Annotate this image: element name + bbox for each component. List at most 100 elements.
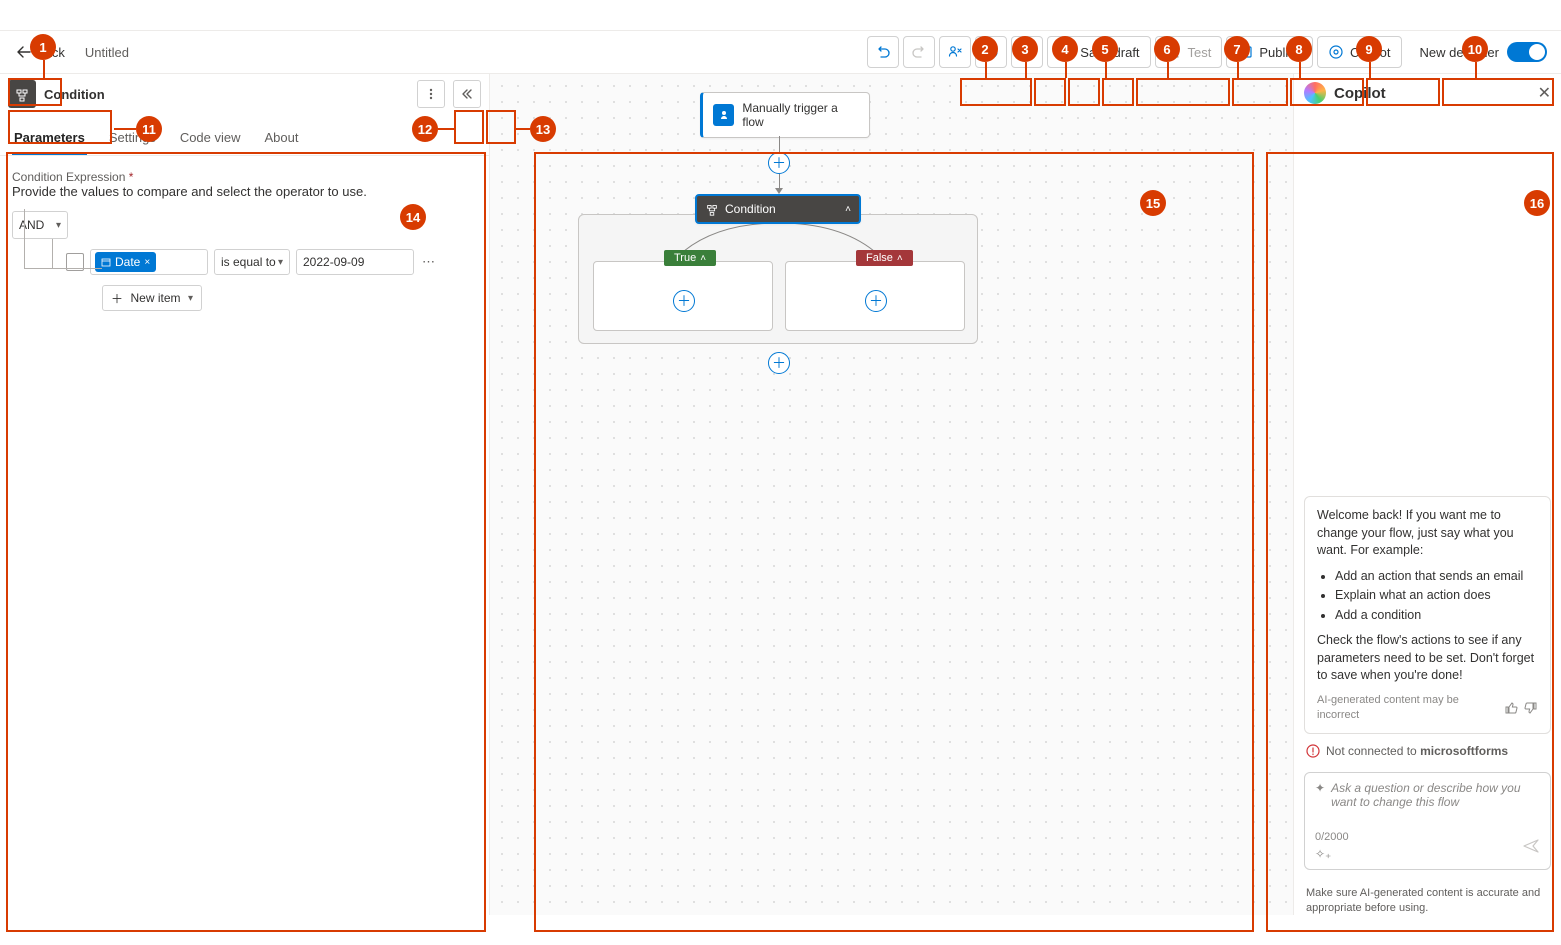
flow-title[interactable]: Untitled	[85, 45, 129, 60]
chevron-double-left-icon	[460, 87, 474, 101]
redo-icon	[911, 44, 927, 60]
back-arrow-icon	[16, 44, 32, 60]
add-step-button[interactable]: ＋	[768, 152, 790, 174]
add-false-action-button[interactable]: ＋	[865, 290, 887, 312]
condition-node[interactable]: Condition ˄	[695, 194, 861, 224]
new-designer-label: New designer	[1420, 45, 1500, 60]
collapse-panel-button[interactable]	[453, 80, 481, 108]
copilot-footer-disclaimer: Make sure AI-generated content is accura…	[1294, 880, 1561, 915]
new-item-button[interactable]: ＋ New item ▾	[102, 285, 202, 311]
suggestion-list: Add an action that sends an email Explai…	[1335, 568, 1538, 625]
publish-button[interactable]: Publish	[1226, 36, 1313, 68]
send-button[interactable]	[1522, 837, 1540, 855]
more-vertical-icon	[424, 87, 438, 101]
trigger-node[interactable]: Manually trigger a flow	[700, 92, 870, 138]
false-branch[interactable]: False ˄ ＋	[785, 261, 965, 331]
warning-prefix: Not connected to	[1326, 744, 1420, 758]
tab-settings[interactable]: Settings	[107, 122, 158, 155]
connection-warning: Not connected to microsoftforms	[1306, 744, 1549, 758]
field-label: Condition Expression *	[12, 170, 477, 184]
tab-parameters[interactable]: Parameters	[12, 122, 87, 155]
condition-icon	[8, 80, 36, 108]
copilot-pane: Copilot ✕ Welcome back! If you want me t…	[1293, 74, 1561, 915]
new-designer-toggle[interactable]: New designer	[1414, 36, 1554, 68]
copilot-chat-input[interactable]: ✦ Ask a question or describe how you wan…	[1304, 772, 1551, 870]
config-panel: Condition Parameters Settings Code view …	[0, 74, 490, 915]
sparkle-icon[interactable]: ✧₊	[1315, 847, 1349, 861]
sparkle-icon: ✦	[1315, 781, 1325, 795]
condition-icon	[705, 202, 719, 216]
thumbs-down-button[interactable]	[1524, 701, 1538, 715]
plus-icon: ＋	[111, 290, 123, 307]
calendar-icon	[101, 257, 111, 267]
operand-right-input[interactable]: 2022-09-09	[296, 249, 414, 275]
trigger-label: Manually trigger a flow	[742, 101, 859, 129]
history-icon	[983, 44, 999, 60]
suggestion-item: Add an action that sends an email	[1335, 568, 1538, 586]
history-button[interactable]	[975, 36, 1007, 68]
thumbs-up-icon	[1504, 701, 1518, 715]
copilot-close-button[interactable]: ✕	[1538, 83, 1551, 103]
add-true-action-button[interactable]: ＋	[673, 290, 695, 312]
top-actions: Save draft Test Publish Copilot New desi…	[867, 36, 1553, 68]
copilot-button[interactable]: Copilot	[1317, 36, 1401, 68]
flow-canvas[interactable]: Manually trigger a flow ＋ True ˄ ＋ False	[490, 74, 1293, 915]
expression-row: Date × is equal to ▾ 2022-09-09 ⋯	[40, 249, 477, 275]
true-label: True ˄	[664, 250, 716, 266]
feedback-icon	[947, 44, 963, 60]
copilot-logo-icon	[1304, 82, 1326, 104]
test-label: Test	[1188, 45, 1212, 60]
chevron-down-icon: ▾	[188, 293, 193, 304]
redo-button[interactable]	[903, 36, 935, 68]
row-more-button[interactable]: ⋯	[420, 254, 437, 270]
panel-title: Condition	[44, 87, 105, 102]
copilot-body: Welcome back! If you want me to change y…	[1294, 112, 1561, 880]
message-footer: AI-generated content may be incorrect	[1317, 693, 1538, 724]
add-step-after-button[interactable]: ＋	[768, 352, 790, 374]
token-remove-icon[interactable]: ×	[144, 257, 150, 268]
suggestion-item: Add a condition	[1335, 607, 1538, 625]
save-draft-label: Save draft	[1080, 45, 1139, 60]
back-label: Back	[36, 45, 65, 60]
publish-label: Publish	[1259, 45, 1302, 60]
tree-connector-icon	[52, 239, 102, 269]
true-branch[interactable]: True ˄ ＋	[593, 261, 773, 331]
send-icon	[1522, 837, 1540, 855]
save-icon	[1058, 44, 1074, 60]
flowchecker-button[interactable]	[1011, 36, 1043, 68]
comparison-operator-select[interactable]: is equal to ▾	[214, 249, 290, 275]
panel-more-button[interactable]	[417, 80, 445, 108]
copilot-welcome-message: Welcome back! If you want me to change y…	[1304, 496, 1551, 734]
panel-header: Condition	[0, 74, 489, 114]
feedback-button[interactable]	[939, 36, 971, 68]
chevron-up-icon: ˄	[845, 204, 851, 215]
chevron-up-icon: ˄	[700, 253, 706, 264]
tab-about[interactable]: About	[263, 122, 301, 155]
flask-icon	[1166, 44, 1182, 60]
thumbs-down-icon	[1524, 701, 1538, 715]
thumbs-up-button[interactable]	[1504, 701, 1518, 715]
panel-tabs: Parameters Settings Code view About	[0, 114, 489, 156]
trigger-icon	[713, 104, 734, 126]
chat-placeholder: ✦ Ask a question or describe how you wan…	[1315, 781, 1540, 809]
warning-icon	[1306, 744, 1320, 758]
undo-button[interactable]	[867, 36, 899, 68]
required-asterisk: *	[129, 170, 134, 184]
connector-line-icon	[779, 136, 780, 152]
welcome-text-2: Check the flow's actions to see if any p…	[1317, 632, 1538, 685]
dynamic-token[interactable]: Date ×	[95, 252, 156, 272]
back-button[interactable]: Back	[8, 40, 73, 64]
condition-container: True ˄ ＋ False ˄ ＋	[578, 214, 978, 344]
test-button[interactable]: Test	[1155, 36, 1223, 68]
operand-left-input[interactable]: Date ×	[90, 249, 208, 275]
chevron-down-icon: ▾	[278, 257, 283, 268]
welcome-text-1: Welcome back! If you want me to change y…	[1317, 507, 1538, 560]
undo-icon	[875, 44, 891, 60]
save-draft-button[interactable]: Save draft	[1047, 36, 1150, 68]
top-command-bar: Back Untitled Save draft Test Publish	[0, 30, 1561, 74]
copilot-header: Copilot ✕	[1294, 74, 1561, 112]
toggle-switch-icon	[1507, 42, 1547, 62]
connector-line-icon	[779, 174, 780, 188]
false-label: False ˄	[856, 250, 913, 266]
tab-code-view[interactable]: Code view	[178, 122, 243, 155]
